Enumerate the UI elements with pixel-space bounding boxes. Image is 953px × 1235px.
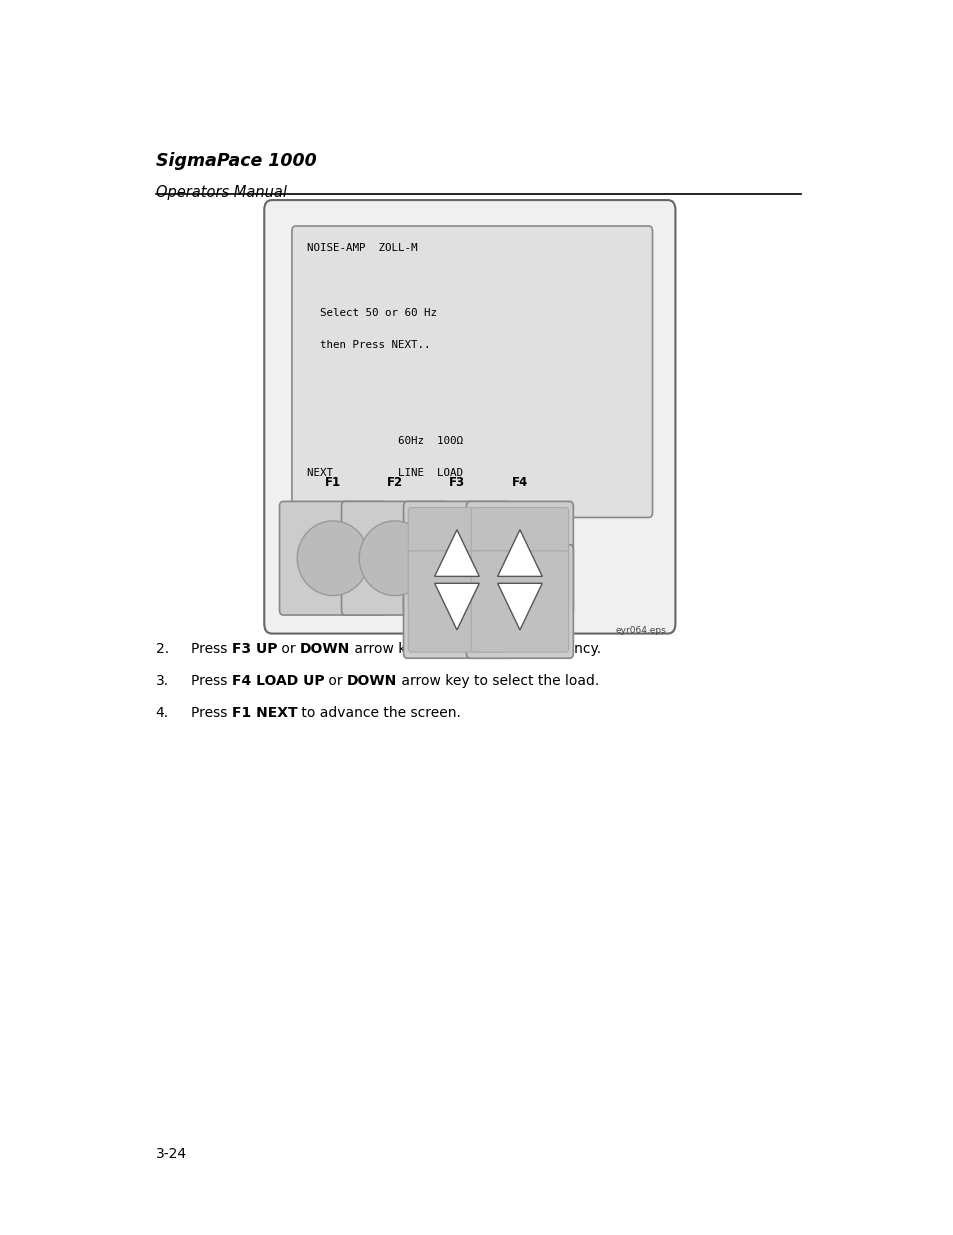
Text: F1 NEXT: F1 NEXT [232, 706, 297, 720]
Text: 3.: 3. [155, 674, 169, 688]
Text: then Press NEXT..: then Press NEXT.. [307, 340, 430, 350]
Text: or: or [276, 642, 300, 656]
Text: Press: Press [191, 642, 232, 656]
Text: Select 50 or 60 Hz: Select 50 or 60 Hz [307, 308, 436, 317]
FancyBboxPatch shape [466, 501, 573, 615]
FancyBboxPatch shape [403, 545, 510, 658]
Text: 4.: 4. [155, 706, 169, 720]
Text: SigmaPace 1000: SigmaPace 1000 [155, 152, 316, 170]
Text: F4: F4 [511, 475, 528, 489]
Text: DOWN: DOWN [347, 674, 397, 688]
Text: F4 LOAD UP: F4 LOAD UP [232, 674, 324, 688]
Text: DOWN: DOWN [300, 642, 350, 656]
Text: 60Hz  100Ω: 60Hz 100Ω [307, 436, 463, 446]
Ellipse shape [359, 521, 430, 595]
Polygon shape [497, 530, 541, 577]
FancyBboxPatch shape [466, 545, 573, 658]
FancyBboxPatch shape [408, 551, 505, 652]
FancyBboxPatch shape [471, 551, 568, 652]
Text: 2.: 2. [155, 642, 169, 656]
Text: F3: F3 [449, 475, 464, 489]
Text: F1: F1 [325, 475, 340, 489]
Text: NOISE-AMP  ZOLL-M: NOISE-AMP ZOLL-M [307, 243, 417, 253]
FancyBboxPatch shape [471, 508, 568, 609]
FancyBboxPatch shape [341, 501, 448, 615]
Text: arrow key select the line frequency.: arrow key select the line frequency. [350, 642, 600, 656]
FancyBboxPatch shape [408, 508, 505, 609]
FancyBboxPatch shape [279, 501, 386, 615]
Text: NEXT          LINE  LOAD: NEXT LINE LOAD [307, 468, 463, 478]
FancyBboxPatch shape [403, 501, 510, 615]
FancyBboxPatch shape [292, 226, 652, 517]
Text: Press: Press [191, 674, 232, 688]
Text: F2: F2 [387, 475, 402, 489]
Text: arrow key to select the load.: arrow key to select the load. [397, 674, 599, 688]
Text: F3 UP: F3 UP [232, 642, 276, 656]
Text: eyr064.eps: eyr064.eps [615, 626, 665, 635]
Ellipse shape [297, 521, 368, 595]
Polygon shape [435, 583, 478, 630]
Text: or: or [324, 674, 347, 688]
FancyBboxPatch shape [264, 200, 675, 634]
Text: to advance the screen.: to advance the screen. [297, 706, 460, 720]
Text: Press: Press [191, 706, 232, 720]
Text: Operators Manual: Operators Manual [155, 185, 286, 200]
Polygon shape [497, 583, 541, 630]
Polygon shape [435, 530, 478, 577]
Text: 3-24: 3-24 [155, 1147, 187, 1161]
